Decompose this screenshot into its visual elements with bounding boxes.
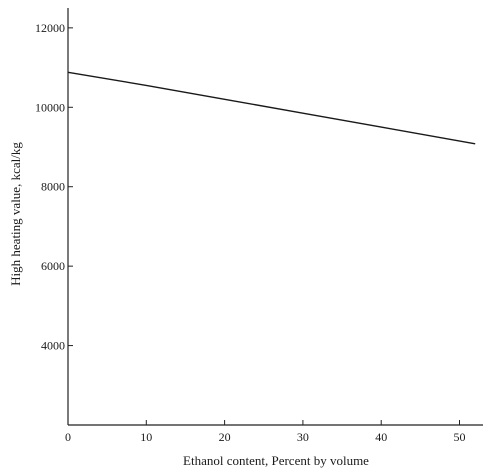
x-tick-label: 10 (140, 430, 152, 444)
series-line (67, 71, 476, 145)
x-tick-label: 40 (375, 430, 387, 444)
y-tick-label: 8000 (41, 180, 65, 194)
ticks: 0 10 20 30 40 50 4000 6000 8000 10000 12000 (35, 21, 466, 444)
axes (67, 8, 483, 426)
x-tick-label: 20 (219, 430, 231, 444)
y-tick-label: 10000 (35, 100, 65, 114)
y-axis-title: High heating value, kcal/kg (8, 142, 23, 286)
series (67, 71, 476, 145)
x-tick-label: 30 (297, 430, 309, 444)
y-tick-label: 4000 (41, 339, 65, 353)
x-tick-label: 0 (65, 430, 71, 444)
x-axis-title: Ethanol content, Percent by volume (183, 453, 369, 468)
y-tick-label: 12000 (35, 21, 65, 35)
y-tick-label: 6000 (41, 259, 65, 273)
x-tick-label: 50 (454, 430, 466, 444)
